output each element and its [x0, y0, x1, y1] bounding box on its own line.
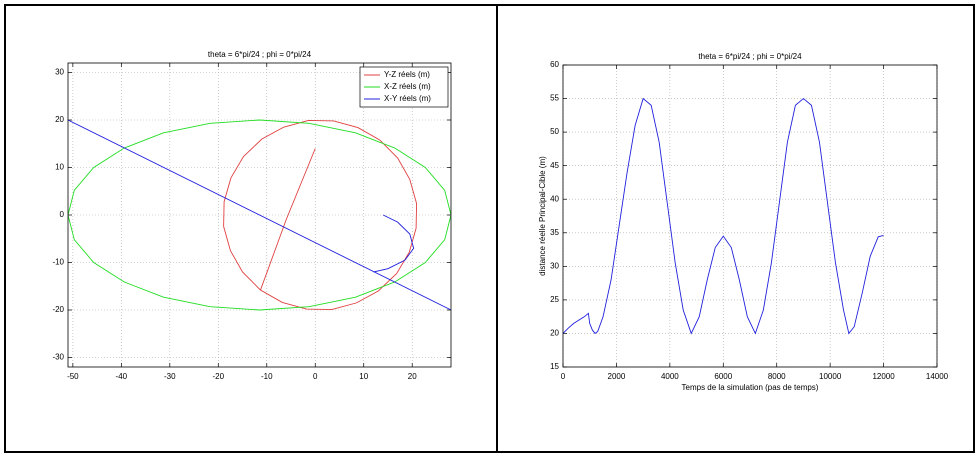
- y-tick-label: 20: [55, 115, 64, 124]
- y-axis-label: distance réelle Principal-Cible (m): [538, 156, 547, 276]
- x-tick-label: -20: [213, 372, 225, 381]
- axes-box: [67, 62, 452, 368]
- y-tick-label: -30: [52, 353, 64, 362]
- series-line: [563, 97, 884, 335]
- x-tick-label: 6000: [714, 372, 732, 381]
- x-tick-label: 0: [313, 372, 318, 381]
- x-tick-label: 8000: [768, 372, 786, 381]
- x-tick-label: 2000: [608, 372, 626, 381]
- y-tick-label: 50: [550, 127, 559, 136]
- y-tick-label: 10: [55, 163, 64, 172]
- y-tick-label: 0: [60, 210, 65, 219]
- x-tick-label: -40: [116, 372, 128, 381]
- y-tick-label: -10: [52, 258, 64, 267]
- y-tick-label: 20: [550, 329, 559, 338]
- y-tick-label: 25: [550, 295, 559, 304]
- series-line: [223, 120, 418, 310]
- y-tick-label: 45: [550, 161, 559, 170]
- x-tick-label: -30: [164, 372, 176, 381]
- series-line: [68, 119, 451, 311]
- legend-label: X-Z réels (m): [384, 82, 431, 91]
- x-axis-label: Temps de la simulation (pas de temps): [682, 383, 819, 392]
- x-tick-label: -10: [261, 372, 273, 381]
- y-tick-label: 30: [550, 261, 559, 270]
- y-tick-label: 40: [550, 194, 559, 203]
- y-tick-label: 35: [550, 228, 559, 237]
- y-tick-label: 30: [55, 68, 64, 77]
- x-tick-label: -50: [67, 372, 79, 381]
- chart-title: theta = 6*pi/24 ; phi = 0*pi/24: [698, 52, 802, 61]
- y-tick-label: 60: [550, 60, 559, 69]
- legend-label: X-Y réels (m): [384, 94, 431, 103]
- series-line: [68, 119, 451, 311]
- x-tick-label: 20: [408, 372, 417, 381]
- y-tick-label: 15: [550, 362, 559, 371]
- x-tick-label: 12000: [872, 372, 895, 381]
- legend-label: Y-Z réels (m): [384, 70, 430, 79]
- x-tick-label: 10000: [819, 372, 842, 381]
- x-tick-label: 14000: [926, 372, 949, 381]
- chart-title: theta = 6*pi/24 ; phi = 0*pi/24: [208, 50, 312, 59]
- x-tick-label: 0: [561, 372, 566, 381]
- y-tick-label: 55: [550, 94, 559, 103]
- x-tick-label: 10: [359, 372, 368, 381]
- y-tick-label: -20: [52, 305, 64, 314]
- x-tick-label: 4000: [661, 372, 679, 381]
- axes-box: [562, 64, 938, 368]
- plot-area: [563, 65, 937, 367]
